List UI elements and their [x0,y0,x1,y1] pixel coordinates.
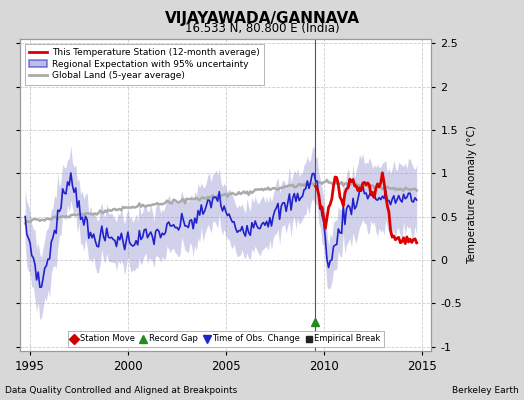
Text: Berkeley Earth: Berkeley Earth [452,386,519,395]
Y-axis label: Temperature Anomaly (°C): Temperature Anomaly (°C) [467,126,477,264]
Legend: Station Move, Record Gap, Time of Obs. Change, Empirical Break: Station Move, Record Gap, Time of Obs. C… [68,331,384,347]
Text: Data Quality Controlled and Aligned at Breakpoints: Data Quality Controlled and Aligned at B… [5,386,237,395]
Text: VIJAYAWADA/GANNAVA: VIJAYAWADA/GANNAVA [165,11,359,26]
Text: 16.533 N, 80.800 E (India): 16.533 N, 80.800 E (India) [184,22,340,35]
